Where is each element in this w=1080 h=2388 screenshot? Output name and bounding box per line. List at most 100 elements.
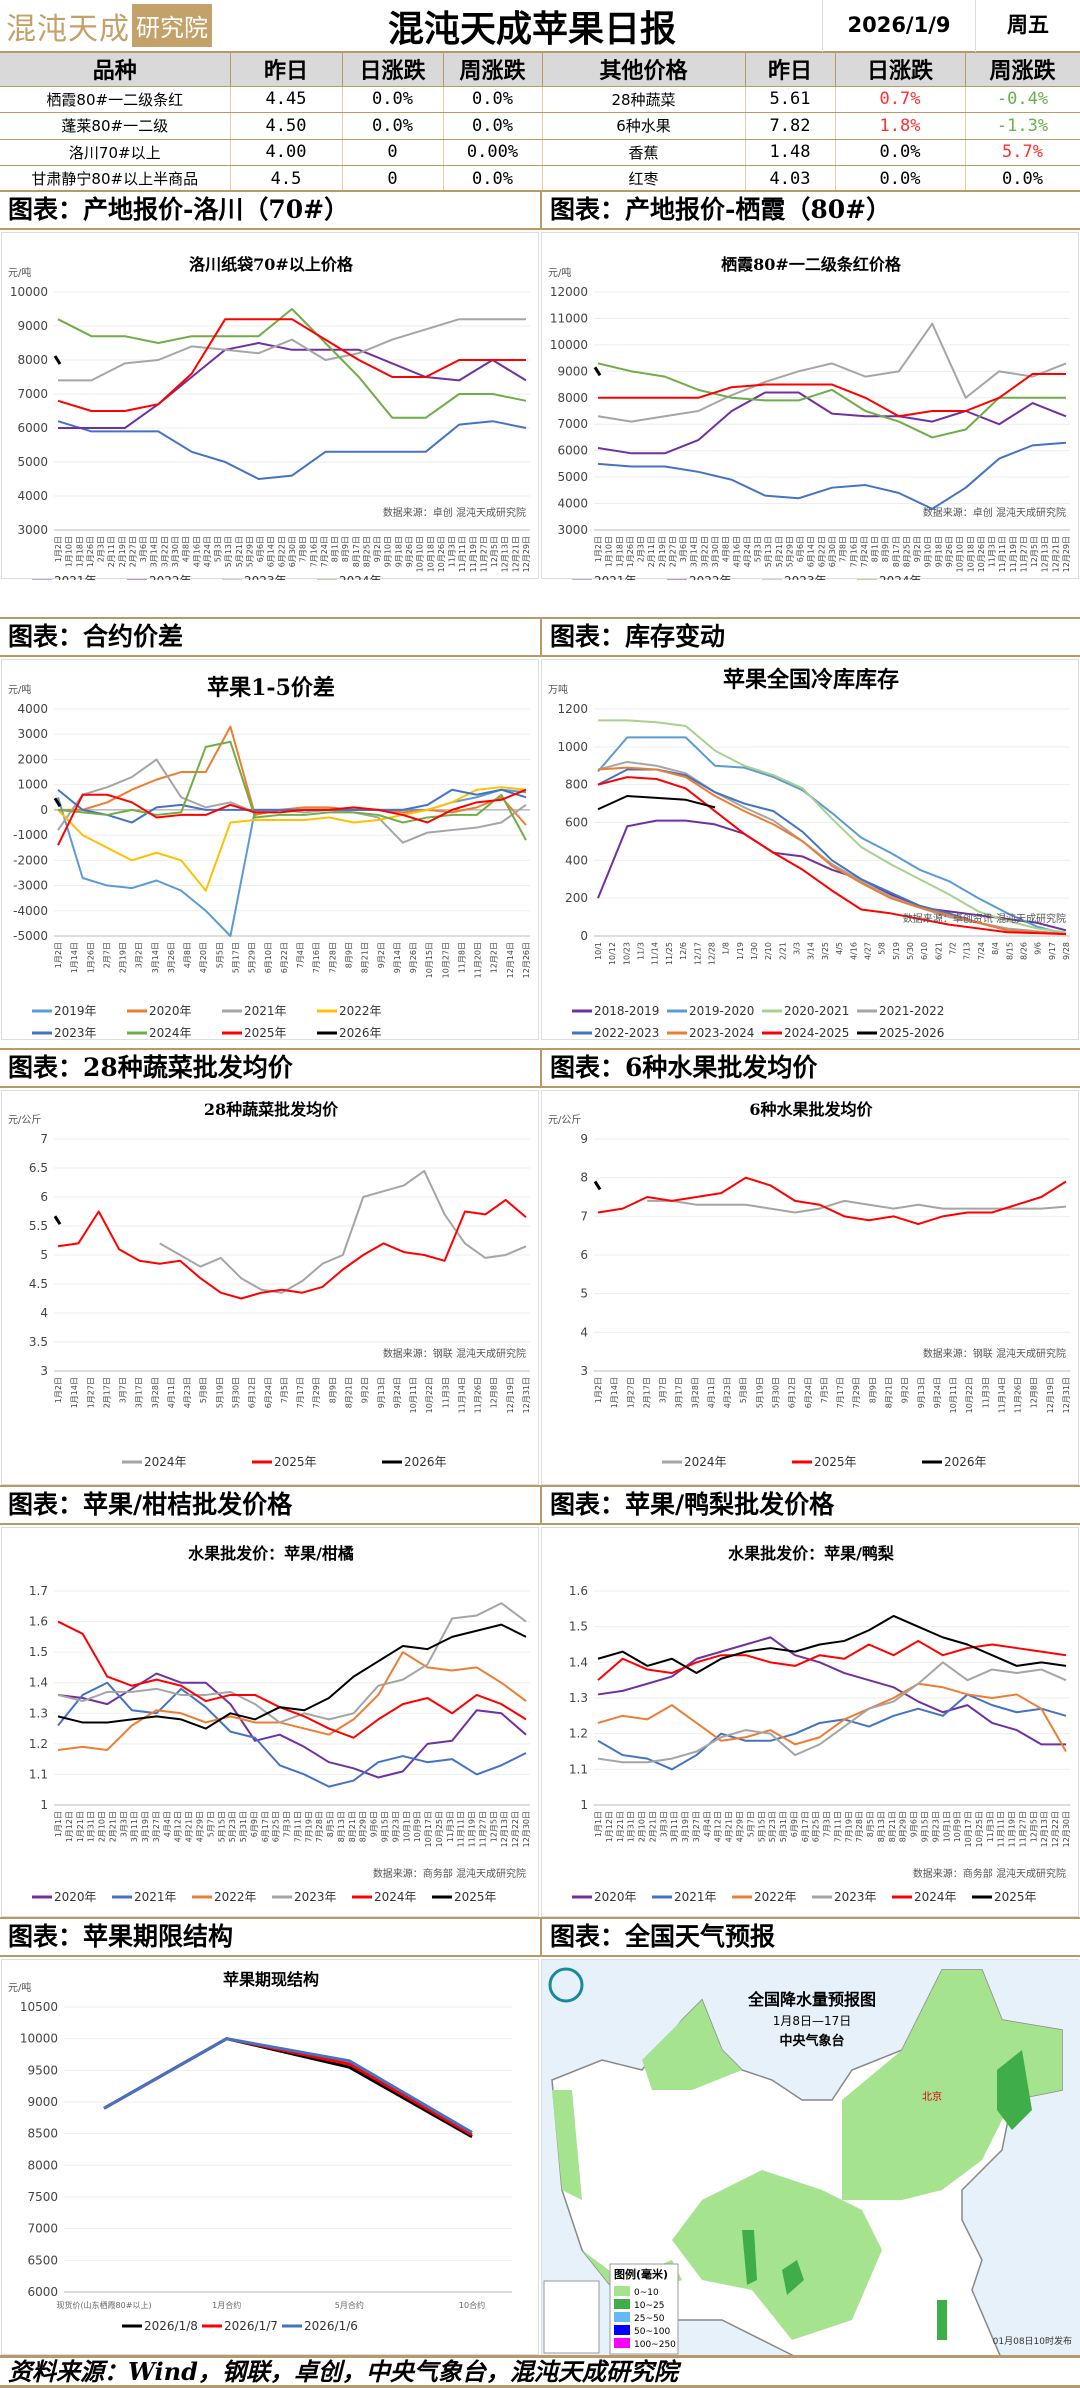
x-tick-label: 4月21日	[725, 1811, 734, 1842]
x-tick-label: 5月30日	[772, 1377, 781, 1408]
x-tick-label: 7月19日	[304, 1811, 313, 1842]
x-tick-label: 11月27日	[1019, 536, 1028, 572]
legend-item: 2022-2023	[572, 1026, 659, 1040]
map-release-time: 01月08日10时发布	[993, 2335, 1072, 2347]
series-line	[598, 372, 1066, 418]
x-tick-label: 4月8日	[722, 536, 731, 562]
data-source: 数据来源：商务部 混沌天成研究院	[373, 1867, 526, 1880]
x-tick-label: 2月11日	[107, 536, 116, 567]
x-tick-label: 9月15日	[381, 1811, 390, 1842]
x-tick-label: 11月3日	[448, 536, 457, 567]
variety-name: 栖霞80#一二级条红	[0, 86, 231, 113]
other-weekly-change: -1.3%	[965, 112, 1080, 140]
x-tick-label: 6月6日	[256, 536, 265, 562]
series-line	[647, 1199, 1067, 1214]
x-tick-label: 12月30日	[522, 1811, 531, 1847]
x-tick-label: 7月28日	[855, 1811, 864, 1842]
y-tick-label: 1	[40, 1798, 48, 1812]
x-tick-label: 6月17日	[801, 1811, 810, 1842]
x-tick-label: 9月18日	[394, 536, 403, 567]
x-tick-label: 1月27日	[626, 1377, 635, 1408]
x-tick-label: 3月7日	[119, 1377, 128, 1403]
x-tick-label: 9月23日	[391, 1811, 400, 1842]
x-tick-label: 10月1日	[942, 1811, 951, 1842]
x-tick-label: 9/17	[1048, 942, 1057, 960]
precipitation-area	[642, 2000, 742, 2090]
legend-label: 2020年	[594, 1890, 637, 1904]
daily-change: 0.0%	[342, 112, 444, 140]
legend-label: 50~100	[634, 2327, 670, 2337]
x-tick-label: 4月23日	[183, 1377, 192, 1408]
x-tick-label: 12/28	[707, 942, 716, 965]
other-name: 红枣	[542, 165, 746, 193]
other-prev-price: 5.61	[745, 86, 836, 113]
x-tick-label: 11月20日	[474, 942, 483, 978]
x-tick-label: 6月9日	[250, 1811, 259, 1837]
legend-swatch	[614, 2312, 630, 2322]
y-tick-label: 7000	[557, 417, 588, 431]
x-tick-label: 12月29日	[522, 536, 531, 572]
x-tick-label: 3月28日	[691, 1377, 700, 1408]
y-tick-label: 1.6	[29, 1615, 48, 1629]
x-tick-label: 12月5日	[1029, 1811, 1038, 1842]
y-tick-label: 12000	[550, 285, 588, 299]
x-tick-label: 8月9日	[341, 536, 350, 562]
series-line	[597, 1639, 1067, 1681]
x-tick-label: 7月29日	[312, 1377, 321, 1408]
x-tick-label: 9月26日	[945, 536, 954, 567]
x-tick-label: 6月22日	[280, 942, 289, 973]
x-tick-label: 5月19日	[755, 1377, 764, 1408]
chart-title: 水果批发价：苹果/鸭梨	[728, 1544, 895, 1563]
y-tick-label: 5000	[557, 470, 588, 484]
x-tick-label: 8月9日	[881, 536, 890, 562]
x-tick-label: 8月9日	[344, 942, 353, 968]
x-tick-label: 5月15日	[217, 1811, 226, 1842]
x-tick-label: 4月21日	[185, 1811, 194, 1842]
chart-panel: 6种水果批发均价 元/公斤 3 4 5 6 7 8 9 1月2日 1月14日 1月27日 2月17日 3月…	[541, 1090, 1079, 1485]
legend-item: 2021年	[572, 574, 637, 580]
x-tick-label: 11月3日	[441, 1377, 450, 1408]
x-tick-label: 11月27日	[478, 1811, 487, 1847]
x-tick-label: 3月11日	[130, 1811, 139, 1842]
y-tick-label: 10000	[550, 338, 588, 352]
y-tick-label: 400	[565, 853, 588, 867]
x-tick-label: 12月19日	[506, 1377, 515, 1413]
x-tick-label: 10/12	[608, 942, 617, 965]
x-tick-label: 3月28日	[151, 1377, 160, 1408]
chart-title: 苹果期现结构	[223, 1970, 319, 1989]
legend-label: 2022-2023	[594, 1026, 659, 1040]
x-tick-label: 2月3日	[637, 536, 646, 562]
x-tick-label: 5月13日	[224, 536, 233, 567]
x-tick-label: 5月3日	[754, 536, 763, 562]
variety-name: 甘肃静宁80#以上半商品	[0, 165, 231, 193]
x-tick-label: 12月26日	[522, 942, 531, 978]
weekly-change: 0.0%	[443, 165, 543, 193]
legend-label: 2020年	[54, 1890, 97, 1904]
x-tick-label: 12月21日	[511, 536, 520, 572]
x-tick-label: 5月21日	[235, 536, 244, 567]
y-tick-label: 9000	[557, 364, 588, 378]
x-tick-label: 8月17日	[352, 536, 361, 567]
chart-panel: 苹果全国冷库库存 万吨 0 200 400 600 800 1000 1200 10/1 10/12…	[541, 659, 1079, 1040]
col-header: 昨日	[745, 53, 836, 87]
legend-item: 2022年	[192, 1890, 257, 1904]
price-table-header: 品种 昨日 日涨跌 周涨跌 其他价格 昨日 日涨跌 周涨跌	[0, 53, 1080, 87]
x-tick-label: 1月21日	[76, 1811, 85, 1842]
x-tick-label: 4月20日	[199, 942, 208, 973]
map-legend: 图例(毫米) 0~10 10~25 25~50 50~100 100~250	[609, 2263, 679, 2355]
x-tick-label: 7月24日	[320, 536, 329, 567]
legend-item: 2022年	[317, 1004, 382, 1018]
y-tick-label: 10000	[20, 2032, 58, 2046]
x-tick-label: 11/3	[637, 942, 646, 960]
legend-item: 2020年	[127, 1004, 192, 1018]
y-axis-unit: 元/吨	[8, 683, 31, 696]
y-tick-label: 1.5	[29, 1645, 48, 1659]
x-tick-label: 1月12日	[605, 1811, 614, 1842]
x-tick-label: 4月11日	[707, 1377, 716, 1408]
x-tick-label: 1月2日	[594, 536, 603, 562]
legend-label: 2023年	[54, 1026, 97, 1040]
x-tick-label: 11月11日	[997, 1811, 1006, 1847]
col-header: 品种	[0, 53, 231, 87]
